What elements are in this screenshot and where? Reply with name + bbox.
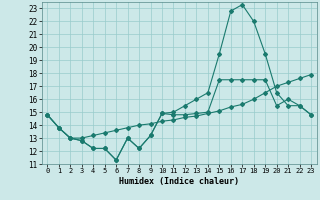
X-axis label: Humidex (Indice chaleur): Humidex (Indice chaleur) [119,177,239,186]
